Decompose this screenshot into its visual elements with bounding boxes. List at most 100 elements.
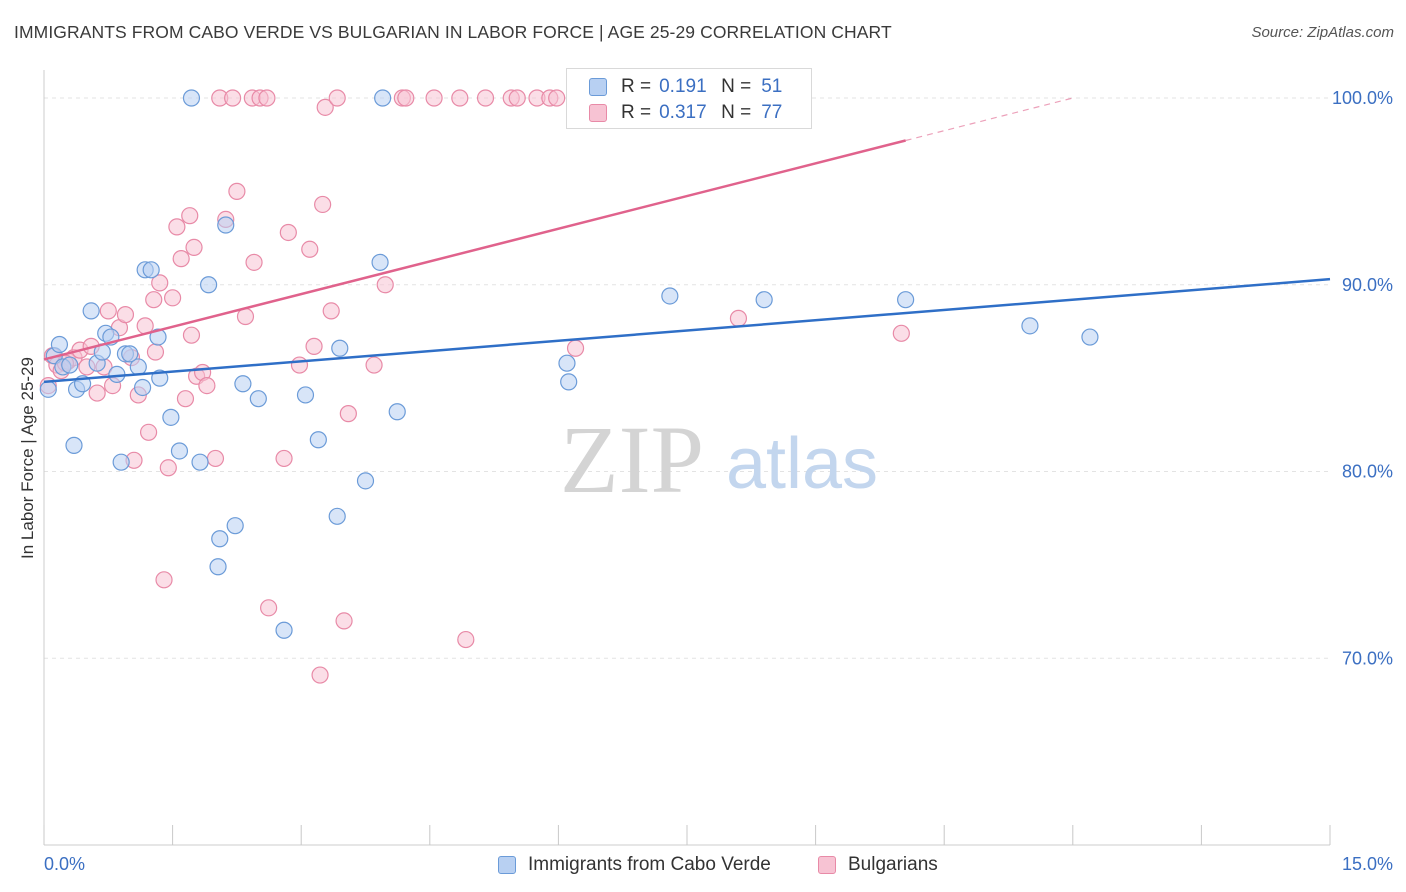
data-point-cabo-verde [1021, 317, 1039, 335]
y-tick-label: 80.0% [1342, 462, 1393, 482]
data-point-bulgarians [164, 289, 182, 307]
data-point-bulgarians [99, 302, 117, 320]
data-point-cabo-verde [39, 380, 57, 398]
data-point-cabo-verde [331, 339, 349, 357]
y-tick-label: 70.0% [1342, 648, 1393, 668]
legend-item-cabo-verde[interactable]: Immigrants from Cabo Verde [498, 852, 771, 878]
data-point-cabo-verde [211, 530, 229, 548]
pink-swatch [589, 104, 607, 122]
data-point-cabo-verde [191, 453, 209, 471]
data-point-cabo-verde [121, 345, 139, 363]
data-point-cabo-verde [374, 89, 392, 107]
data-point-cabo-verde [50, 335, 69, 354]
data-point-bulgarians [260, 599, 278, 617]
data-point-bulgarians [279, 223, 297, 242]
chart-source: Source: ZipAtlas.com [1251, 24, 1394, 41]
data-point-bulgarians [290, 356, 309, 374]
data-point-bulgarians [376, 276, 394, 294]
data-point-bulgarians [228, 182, 246, 200]
data-point-bulgarians [176, 390, 195, 408]
pink-swatch [818, 856, 836, 874]
tick-labels: 70.0% 80.0% 90.0% 100.0% 0.0% 15.0% [44, 88, 1393, 874]
data-point-cabo-verde [755, 291, 773, 309]
data-point-bulgarians [206, 449, 225, 468]
data-point-bulgarians [729, 309, 748, 327]
legend-item-bulgarians[interactable]: Bulgarians [818, 852, 938, 878]
data-point-bulgarians [139, 423, 158, 441]
data-point-cabo-verde [356, 472, 375, 490]
data-point-bulgarians [328, 89, 346, 107]
series-cabo-verde [39, 89, 1099, 639]
data-point-bulgarians [892, 324, 910, 342]
axes [43, 70, 1331, 846]
data-point-bulgarians [168, 218, 186, 236]
data-point-bulgarians [457, 630, 475, 649]
data-point-bulgarians [146, 343, 165, 361]
data-point-bulgarians [224, 89, 242, 107]
data-point-cabo-verde [328, 507, 346, 525]
data-point-cabo-verde [226, 517, 244, 535]
data-point-cabo-verde [1081, 328, 1099, 346]
data-point-cabo-verde [142, 261, 160, 279]
data-point-cabo-verde [149, 328, 167, 346]
data-point-bulgarians [425, 89, 443, 107]
data-point-bulgarians [314, 195, 332, 214]
correlation-legend: R = 0.191 N = 51 R = 0.317 N = 77 [566, 68, 812, 129]
n-label: N = [721, 76, 752, 97]
data-point-bulgarians [145, 291, 163, 309]
blue-swatch [498, 856, 516, 874]
data-point-bulgarians [311, 666, 329, 684]
series-bulgarians [39, 89, 910, 684]
data-point-bulgarians [451, 89, 469, 107]
legend-row-blue: R = 0.191 N = 51 [589, 74, 782, 100]
data-point-bulgarians [508, 89, 526, 107]
legend-label-bulgarians: Bulgarians [848, 854, 938, 875]
n-value-blue: 51 [761, 76, 783, 97]
n-label: N = [721, 102, 752, 123]
data-point-cabo-verde [558, 354, 576, 372]
data-point-bulgarians [301, 240, 319, 258]
blue-swatch [589, 78, 607, 96]
data-point-bulgarians [185, 238, 203, 257]
data-point-bulgarians [566, 339, 585, 357]
data-point-cabo-verde [133, 378, 152, 397]
watermark-atlas: atlas [726, 424, 878, 504]
data-point-cabo-verde [65, 436, 83, 454]
data-point-cabo-verde [309, 431, 327, 449]
data-point-bulgarians [159, 459, 177, 477]
data-point-bulgarians [245, 253, 263, 271]
data-point-bulgarians [548, 89, 566, 107]
data-point-cabo-verde [388, 403, 406, 421]
data-point-bulgarians [339, 405, 357, 423]
n-value-pink: 77 [761, 102, 783, 123]
r-value-blue: 0.191 [659, 76, 707, 97]
data-point-bulgarians [116, 306, 135, 324]
trend-line-cabo-verde [43, 277, 1331, 384]
y-tick-label: 90.0% [1342, 275, 1393, 295]
data-point-cabo-verde [371, 253, 389, 271]
data-point-bulgarians [365, 356, 383, 374]
data-point-cabo-verde [209, 558, 227, 576]
data-point-bulgarians [258, 89, 276, 107]
data-point-cabo-verde [200, 276, 218, 294]
data-point-bulgarians [305, 337, 323, 355]
r-label: R = [621, 102, 652, 123]
data-point-bulgarians [151, 274, 169, 292]
data-point-bulgarians [172, 250, 190, 268]
legend-label-cabo-verde: Immigrants from Cabo Verde [528, 854, 771, 875]
x-tick-label: 15.0% [1342, 854, 1393, 874]
data-point-cabo-verde [661, 287, 679, 305]
data-point-bulgarians [182, 326, 201, 344]
trend-line-bulgarians [43, 139, 906, 361]
data-point-cabo-verde [897, 291, 915, 309]
data-point-bulgarians [181, 207, 199, 225]
data-point-cabo-verde [182, 89, 201, 107]
data-point-cabo-verde [560, 373, 578, 391]
data-point-cabo-verde [170, 442, 189, 460]
x-tick-label: 0.0% [44, 854, 85, 874]
watermark: ZIP atlas [560, 406, 878, 513]
data-point-bulgarians [88, 384, 106, 402]
data-point-bulgarians [397, 89, 415, 107]
data-point-cabo-verde [234, 375, 252, 393]
